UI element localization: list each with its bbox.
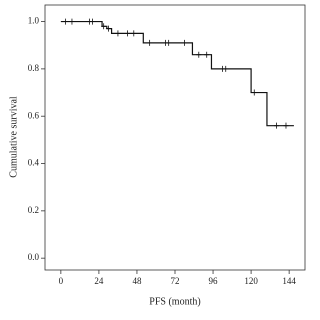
survival-curve [60,20,294,127]
y-tick-label: 0.2 [28,205,39,215]
x-tick-label: 72 [171,276,180,286]
x-tick-label: 96 [209,276,219,286]
x-tick-label: 0 [59,276,64,286]
censor-mark [90,18,96,25]
plot-frame [44,4,306,271]
censor-mark [124,30,130,37]
y-tick-label: 0.6 [28,110,40,120]
censor-mark [115,30,121,37]
censor-mark [204,51,210,58]
x-tick-label: 24 [94,276,104,286]
y-tick-label: 0.4 [28,158,40,168]
censor-mark [251,89,257,96]
censor-mark [283,122,289,129]
y-tick-label: 0.8 [28,63,40,73]
censor-mark [131,30,137,37]
x-tick-label: 120 [244,276,258,286]
censor-mark [166,39,172,46]
censor-mark [182,39,188,46]
x-axis-label: PFS (month) [149,296,200,307]
censor-mark [147,39,153,46]
censor-mark [196,51,202,58]
x-tick-label: 144 [282,276,296,286]
censor-mark [101,23,107,30]
censor-mark [273,122,279,129]
y-tick-label: 0.0 [28,252,40,262]
x-tick-label: 48 [132,276,142,286]
censor-mark [69,18,75,25]
censor-mark [223,65,229,72]
censor-mark [63,18,69,25]
y-axis-label: Cumulative survival [8,96,19,178]
y-tick-label: 1.0 [28,16,40,26]
censor-mark [105,25,111,32]
